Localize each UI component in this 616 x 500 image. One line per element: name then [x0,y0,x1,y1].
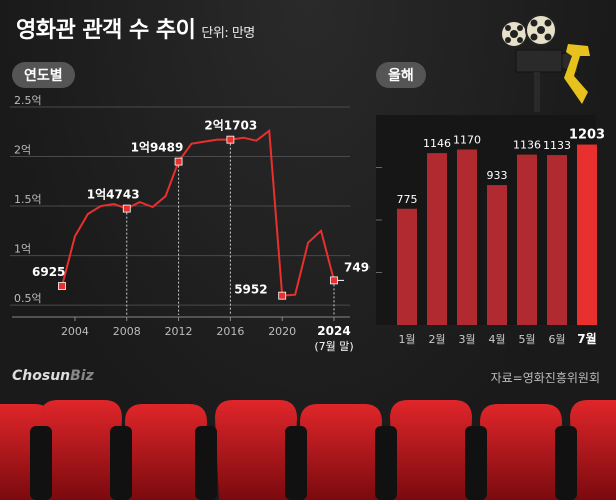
bar-value-label: 1136 [513,139,541,152]
tab-yearly-label: 연도별 [12,62,75,88]
data-label: 6925 [32,265,65,279]
seat-back [215,400,297,500]
seat-back [40,400,122,500]
seat-divider [555,426,577,500]
y-tick-label: 2억 [14,144,31,157]
x-tick-label: 2008 [113,325,141,338]
seat-back [125,404,207,500]
bar-value-label: 775 [397,193,418,206]
seat-divider [30,426,52,500]
bar-category-label: 3월 [458,333,475,346]
data-label: 7496 [344,260,370,274]
chosunbiz-logo: ChosunBiz [12,368,94,384]
film-projector-icon [500,14,590,112]
bar-category-label: 4월 [488,333,505,346]
seat-divider [285,426,307,500]
bar-category-label: 2월 [428,333,445,346]
data-label: 2억1703 [204,119,257,133]
y-tick-label: 1.5억 [14,193,42,206]
bar-category-label: 7월 [577,331,596,346]
yearly-line-chart: 0.5억 1억 1.5억 2억 2.5억 2004 2008 2012 2016 2020 2024… [10,95,370,353]
series-line [61,128,335,297]
bar [517,154,537,325]
unit-label: 단위: 만명 [201,26,255,41]
bar-value-label: 1146 [423,137,451,150]
page-title: 영화관 관객 수 추이 단위: 만명 [16,18,255,43]
seat-divider [465,426,487,500]
seat-back [480,404,562,500]
source-note: 자료=영화진흥위원회 [490,371,600,385]
data-point [174,157,183,166]
bar [547,155,567,325]
seat-back [300,404,382,500]
bar-value-label: 1133 [543,139,571,152]
bar [487,185,507,325]
data-point [122,204,131,213]
x-tick-label: 2020 [268,325,296,338]
data-point [278,291,287,300]
x-tick-label: 2016 [216,325,244,338]
seat-divider [195,426,217,500]
bar [457,149,477,325]
x-tick-note: (7월 말) [314,340,353,353]
seat-back [390,400,472,500]
data-label: 1억4743 [87,188,140,202]
data-point [58,282,66,290]
seat-back [570,400,616,500]
bar-value-label: 1203 [569,128,604,143]
tab-this-year-label: 올해 [376,62,426,88]
bar-category-label: 1월 [398,333,415,346]
x-tick-label: 2004 [61,325,89,338]
y-tick-label: 1억 [14,243,31,256]
y-tick-label: 2.5억 [14,95,42,107]
x-tick-label: 2012 [165,325,193,338]
bar-value-label: 1170 [453,134,481,147]
seat-divider [110,426,132,500]
data-point [226,135,235,144]
bar [577,144,597,325]
data-point [330,276,338,285]
y-tick-label: 0.5억 [14,292,42,305]
bar-value-label: 933 [487,169,508,182]
bar-category-label: 5월 [518,333,535,346]
seat-divider [375,426,397,500]
bar-category-label: 6월 [548,333,565,346]
monthly-bar-chart: 775 1월 1146 2월 1170 3월 933 4월 1136 5월 1133 6월 1203 7월 [376,115,604,346]
bar [427,153,447,325]
data-label: 5952 [234,283,267,297]
theater-seats [0,400,616,500]
bar [397,208,417,325]
x-tick-label: 2024 [317,324,350,338]
data-label: 1억9489 [131,141,184,155]
